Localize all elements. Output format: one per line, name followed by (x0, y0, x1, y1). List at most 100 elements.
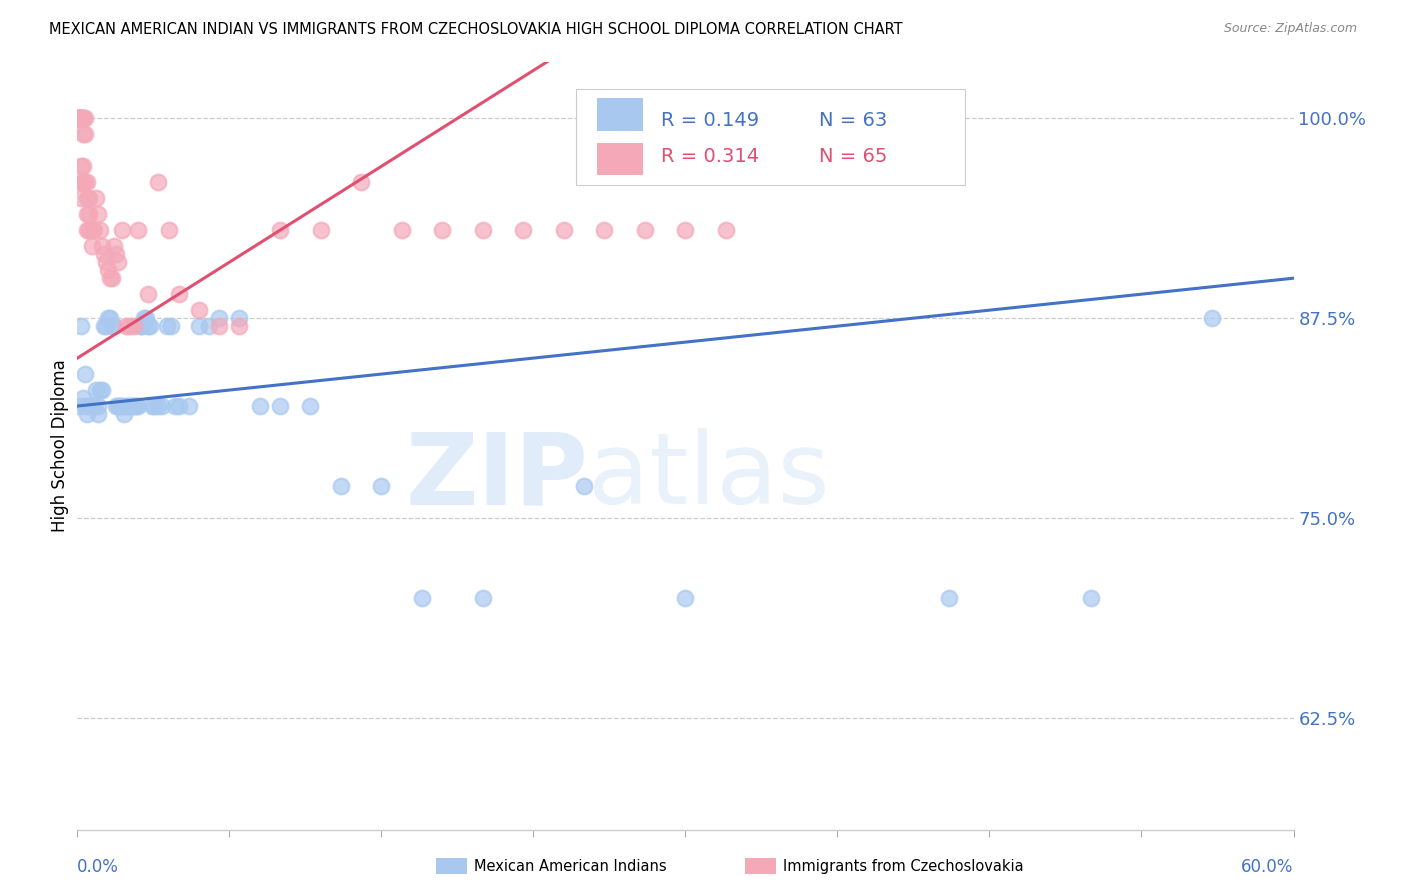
Point (67, 112, 90, 126)
Point (90, 383, 112, 397)
Point (72, 112, 94, 126)
Point (125, 399, 148, 413)
Point (98, 311, 121, 326)
Point (108, 399, 131, 413)
Point (80, 399, 103, 413)
Point (118, 399, 141, 413)
Point (72, 159, 94, 173)
Point (329, 479, 352, 493)
Y-axis label: High School Diploma: High School Diploma (51, 359, 69, 533)
Point (634, 223, 657, 237)
Point (80, 223, 103, 237)
Point (107, 255, 129, 269)
Point (72, 128, 94, 142)
Point (70, 191, 93, 205)
Point (70, 159, 93, 173)
Point (299, 399, 322, 413)
Point (97, 263, 120, 277)
Point (1201, 311, 1223, 326)
Point (159, 319, 181, 334)
Point (198, 319, 221, 334)
Point (89, 223, 111, 237)
Point (228, 311, 250, 326)
Point (430, 223, 453, 237)
Text: Source: ZipAtlas.com: Source: ZipAtlas.com (1223, 22, 1357, 36)
Point (67, 112, 90, 126)
Point (1080, 591, 1102, 605)
Point (136, 319, 159, 334)
Point (163, 399, 186, 413)
Point (79, 191, 101, 205)
Point (572, 479, 595, 493)
Point (121, 399, 143, 413)
Point (675, 591, 697, 605)
Point (79, 223, 101, 237)
Text: N = 63: N = 63 (820, 111, 887, 130)
Point (134, 311, 156, 326)
Point (94, 255, 117, 269)
Text: R = 0.314: R = 0.314 (661, 146, 759, 166)
Point (75, 128, 97, 142)
Point (67, 112, 90, 126)
Point (70, 112, 93, 126)
Point (309, 223, 332, 237)
Point (208, 319, 231, 334)
Point (129, 319, 152, 334)
Point (93, 247, 115, 261)
Point (67, 112, 90, 126)
Point (86, 399, 108, 413)
Point (593, 223, 616, 237)
Point (938, 591, 960, 605)
Point (70, 175, 93, 189)
Point (148, 399, 170, 413)
Point (370, 479, 392, 493)
Point (104, 399, 127, 413)
Point (115, 319, 138, 334)
Point (167, 287, 190, 301)
Point (90, 239, 112, 253)
Point (127, 399, 149, 413)
Point (157, 223, 180, 237)
Point (76, 191, 98, 205)
Point (471, 223, 494, 237)
FancyBboxPatch shape (576, 89, 965, 186)
Point (152, 399, 174, 413)
Point (86, 207, 108, 221)
Point (107, 399, 129, 413)
Point (117, 399, 139, 413)
Text: N = 65: N = 65 (820, 146, 887, 166)
Point (84, 383, 107, 397)
Point (75, 175, 97, 189)
Point (148, 175, 170, 189)
Point (76, 207, 98, 221)
Point (103, 319, 125, 334)
Point (141, 399, 163, 413)
FancyBboxPatch shape (596, 143, 643, 175)
Point (411, 591, 433, 605)
Point (89, 383, 111, 397)
Point (391, 223, 413, 237)
Point (269, 223, 291, 237)
Point (155, 319, 177, 334)
Text: atlas: atlas (588, 428, 830, 525)
Point (75, 112, 97, 126)
Point (79, 207, 101, 221)
Point (97, 311, 120, 326)
Point (104, 247, 127, 261)
Point (86, 407, 108, 421)
Point (72, 112, 94, 126)
Point (115, 399, 138, 413)
Point (135, 311, 157, 326)
Point (101, 319, 124, 334)
Point (72, 175, 94, 189)
Point (122, 319, 145, 334)
Point (67, 399, 90, 413)
Point (75, 367, 97, 381)
Point (76, 407, 98, 421)
Point (67, 112, 90, 126)
Point (70, 112, 93, 126)
Point (136, 287, 159, 301)
Text: 0.0%: 0.0% (77, 858, 120, 876)
Point (167, 399, 190, 413)
Point (118, 319, 141, 334)
